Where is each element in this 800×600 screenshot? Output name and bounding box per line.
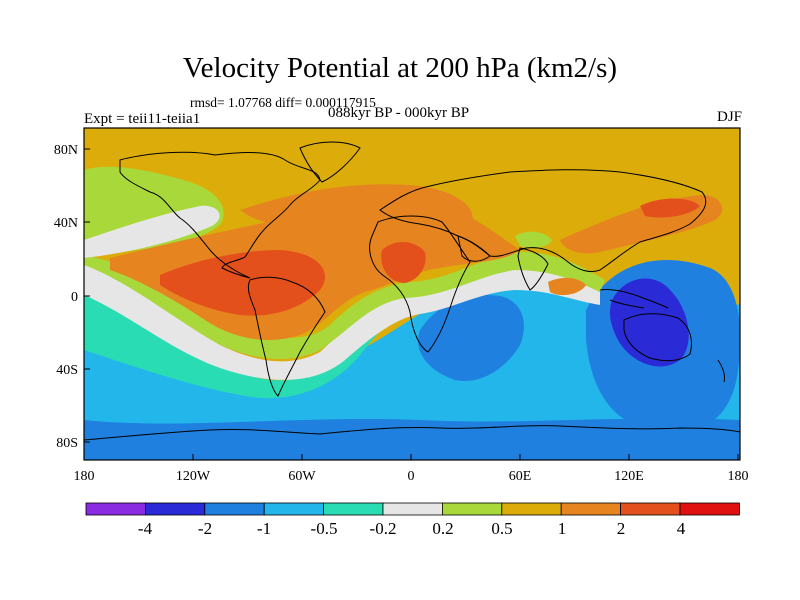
lon-label: 0 (408, 469, 415, 484)
field-asia-green (515, 231, 552, 248)
colorbar-label: -0.5 (311, 519, 338, 538)
lon-label: 180 (74, 469, 95, 484)
experiment-label: Expt = teii11-teiia1 (84, 111, 201, 127)
colorbar-label: 0.2 (432, 519, 453, 538)
colorbar-label: 1 (558, 519, 567, 538)
lat-label: 80S (56, 436, 78, 451)
stats-line: rmsd= 1.07768 diff= 0.000117915 (190, 95, 376, 110)
season-label: DJF (716, 109, 742, 125)
colorbar-swatch (441, 502, 503, 516)
lon-label: 120E (614, 469, 644, 484)
colorbar-swatch (323, 502, 384, 516)
lon-label: 180 (728, 469, 749, 484)
period-label: 088kyr BP - 000kyr BP (328, 105, 470, 121)
coastline-south-america (247, 276, 326, 397)
colorbar-swatch (144, 502, 206, 516)
coastline-africa (369, 215, 471, 353)
colorbar-labels: -4 -2 -1 -0.5 -0.2 0.2 0.5 1 2 4 (138, 519, 686, 538)
colorbar-swatch (679, 502, 740, 516)
colorbar-swatch (85, 502, 146, 516)
lat-label: 40S (56, 363, 78, 378)
colorbar-label: 0.5 (491, 519, 512, 538)
field-southern-light-blue (84, 288, 740, 460)
colorbar-swatch (560, 502, 622, 516)
coastlines (84, 141, 740, 441)
contour-field (84, 128, 740, 460)
colorbar-label: -1 (257, 519, 271, 538)
longitude-labels: 180 120W 60W 0 60E 120E 180 (74, 469, 749, 484)
colorbar-swatch (263, 502, 325, 516)
lat-label: 40N (54, 216, 78, 231)
lat-label: 0 (71, 290, 78, 305)
field-southasia-orange (548, 277, 586, 296)
coastline-india (517, 247, 549, 291)
latitude-labels: 80N 40N 0 40S 80S (54, 143, 78, 451)
field-npacific-red (640, 198, 700, 218)
lon-label: 60E (509, 469, 532, 484)
colorbar-label: 4 (677, 519, 686, 538)
field-south-indian-blue (418, 295, 524, 381)
field-south-pole-blue (84, 418, 740, 460)
field-green-band (84, 251, 605, 360)
colorbar-label: 2 (617, 519, 626, 538)
lon-label: 120W (176, 469, 211, 484)
coastline-maritime-continent (599, 289, 669, 309)
colorbar-swatch (620, 502, 681, 516)
colorbar-label: -2 (198, 519, 212, 538)
coastline-australia (623, 313, 692, 362)
tick-marks (83, 148, 739, 460)
map-frame (83, 127, 741, 461)
coastline-antarctica (84, 425, 740, 441)
coastline-arabia (457, 235, 491, 262)
colorbar-label: -4 (138, 519, 153, 538)
plot-title: Velocity Potential at 200 hPa (km2/s) (182, 52, 618, 84)
colorbar-label: -0.2 (370, 519, 397, 538)
field-north-white (84, 205, 220, 258)
colorbar-swatch (382, 502, 443, 516)
field-americas-red (160, 250, 326, 316)
field-africa-red (381, 241, 426, 283)
coastline-greenland (299, 141, 361, 183)
field-white-band-south (84, 262, 600, 380)
field-cyan-band (84, 285, 420, 399)
coastline-new-zealand (717, 359, 725, 383)
lon-label: 60W (288, 469, 316, 484)
coastline-north-america (119, 151, 321, 279)
lat-label: 80N (54, 143, 78, 158)
field-pacific-dark-blue (610, 278, 689, 367)
colorbar-swatch (501, 502, 562, 516)
colorbar (85, 502, 740, 516)
colorbar-swatch (204, 502, 265, 516)
